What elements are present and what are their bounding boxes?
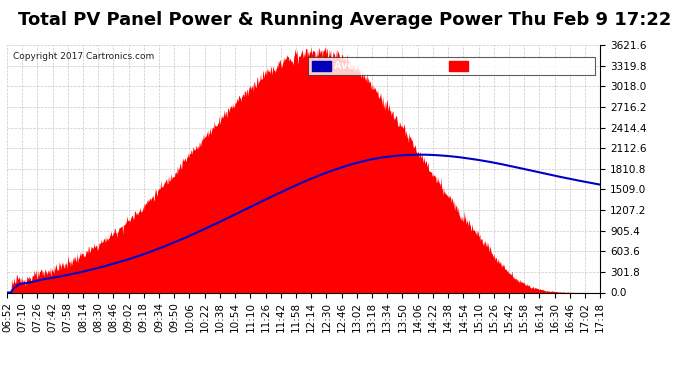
Text: Total PV Panel Power & Running Average Power Thu Feb 9 17:22: Total PV Panel Power & Running Average P… [19,11,671,29]
Text: Copyright 2017 Cartronics.com: Copyright 2017 Cartronics.com [13,53,154,62]
Legend: Average  (DC Watts), PV Panels  (DC Watts): Average (DC Watts), PV Panels (DC Watts) [308,57,595,75]
